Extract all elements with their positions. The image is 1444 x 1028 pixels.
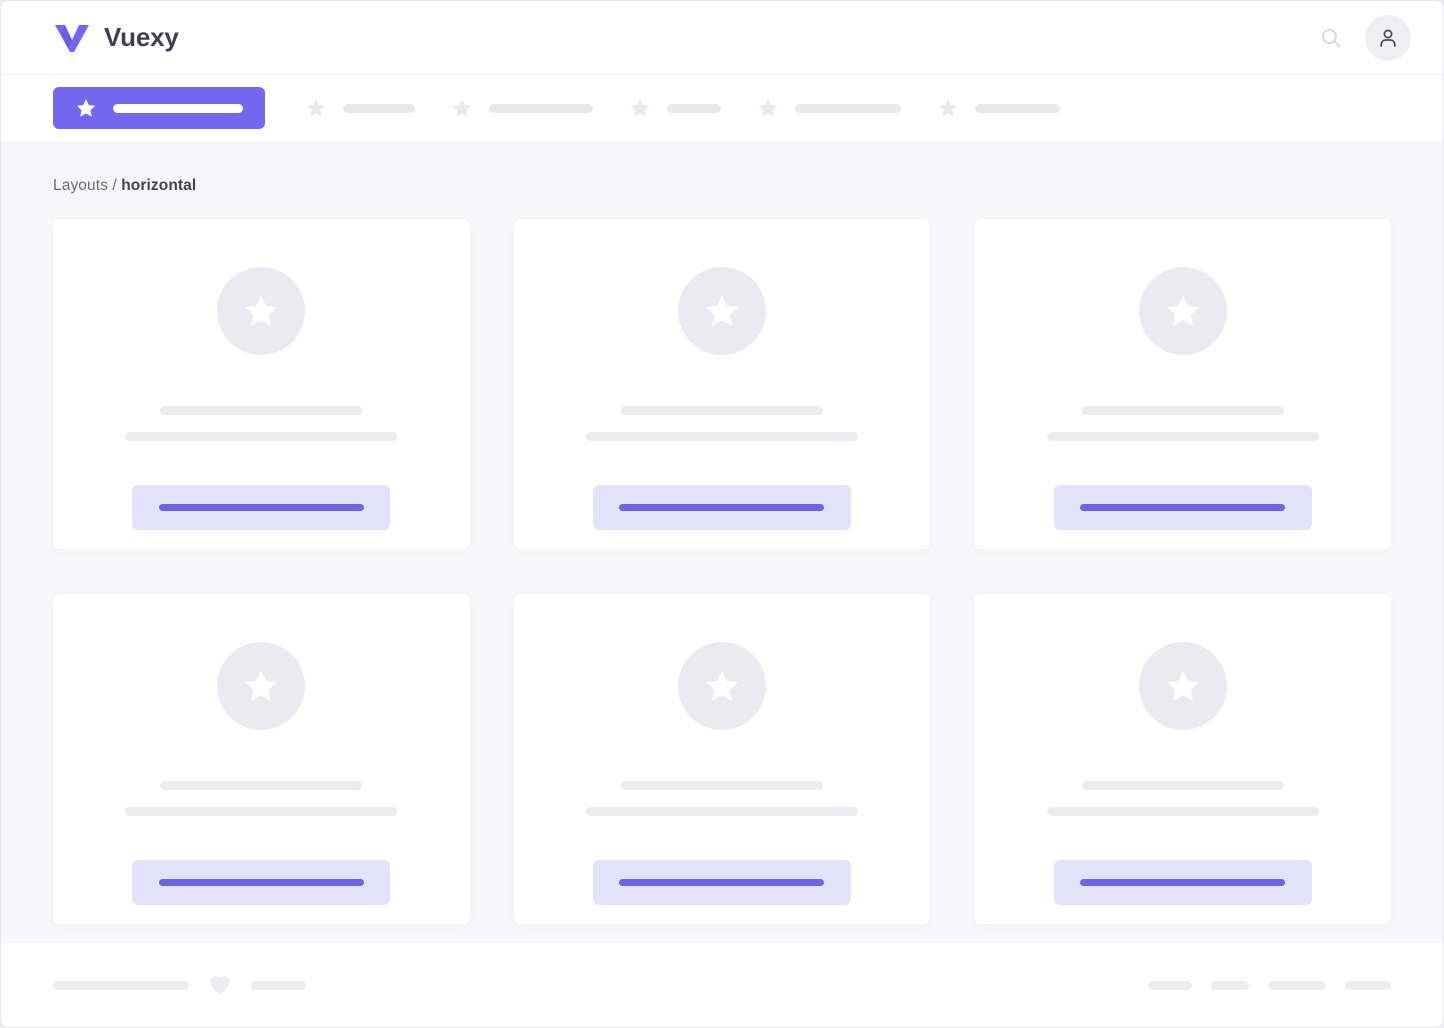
footer-link-placeholder[interactable] bbox=[1148, 980, 1192, 990]
card-avatar bbox=[677, 642, 766, 730]
nav-item-5[interactable] bbox=[919, 87, 1078, 129]
nav-item-label-placeholder bbox=[975, 103, 1060, 113]
content-area: Layouts / horizontal bbox=[1, 141, 1443, 943]
footer-left bbox=[53, 975, 306, 995]
card-avatar bbox=[677, 267, 766, 355]
card-button-label-placeholder bbox=[1080, 879, 1286, 886]
brand-name: Vuexy bbox=[104, 22, 179, 52]
breadcrumb-current: horizontal bbox=[121, 177, 197, 194]
nav-item-1[interactable] bbox=[287, 87, 433, 129]
card-action-button[interactable] bbox=[1053, 860, 1312, 905]
star-icon bbox=[937, 97, 959, 119]
star-icon bbox=[757, 97, 779, 119]
card-action-button[interactable] bbox=[592, 485, 851, 530]
card-subtitle-placeholder bbox=[585, 807, 858, 816]
nav-item-label-placeholder bbox=[343, 103, 415, 113]
heart-icon bbox=[209, 975, 231, 995]
card-item bbox=[53, 219, 470, 549]
card-item bbox=[513, 219, 931, 549]
star-icon bbox=[1166, 670, 1199, 701]
card-item bbox=[53, 594, 470, 924]
app-header: Vuexy bbox=[1, 1, 1443, 75]
nav-item-3[interactable] bbox=[611, 87, 739, 129]
star-icon bbox=[75, 97, 97, 119]
main-navbar bbox=[1, 75, 1443, 141]
nav-item-0[interactable] bbox=[53, 87, 265, 129]
footer-link-placeholder[interactable] bbox=[1268, 980, 1326, 990]
card-title-placeholder bbox=[1081, 406, 1284, 415]
card-item bbox=[974, 219, 1391, 549]
nav-item-4[interactable] bbox=[739, 87, 919, 129]
card-action-button[interactable] bbox=[132, 485, 391, 530]
footer-link-placeholder[interactable] bbox=[1345, 980, 1391, 990]
app-footer bbox=[1, 943, 1443, 1027]
nav-item-label-placeholder bbox=[795, 103, 901, 113]
card-avatar bbox=[217, 642, 306, 730]
card-button-label-placeholder bbox=[1080, 504, 1286, 511]
vuexy-v-logo-icon bbox=[53, 22, 91, 54]
star-icon bbox=[451, 97, 473, 119]
brand[interactable]: Vuexy bbox=[53, 22, 179, 54]
search-icon[interactable] bbox=[1319, 26, 1343, 50]
card-title-placeholder bbox=[1081, 781, 1284, 790]
avatar[interactable] bbox=[1365, 14, 1411, 61]
card-item bbox=[974, 594, 1391, 924]
card-title-placeholder bbox=[620, 781, 823, 790]
card-action-button[interactable] bbox=[592, 860, 851, 905]
card-grid bbox=[53, 219, 1391, 924]
breadcrumb-root[interactable]: Layouts bbox=[53, 177, 108, 194]
star-icon bbox=[629, 97, 651, 119]
nav-item-label-placeholder bbox=[489, 103, 593, 113]
card-button-label-placeholder bbox=[619, 504, 825, 511]
footer-text-placeholder-2 bbox=[251, 980, 306, 990]
card-avatar bbox=[1138, 642, 1227, 730]
card-title-placeholder bbox=[160, 781, 363, 790]
card-button-label-placeholder bbox=[619, 879, 825, 886]
star-icon bbox=[305, 97, 327, 119]
nav-item-label-placeholder bbox=[667, 103, 721, 113]
nav-item-2[interactable] bbox=[433, 87, 611, 129]
card-button-label-placeholder bbox=[158, 879, 364, 886]
card-title-placeholder bbox=[620, 406, 823, 415]
header-actions bbox=[1319, 14, 1411, 61]
card-subtitle-placeholder bbox=[585, 432, 858, 441]
card-title-placeholder bbox=[160, 406, 363, 415]
star-icon bbox=[706, 670, 738, 701]
breadcrumb-separator: / bbox=[108, 177, 122, 194]
star-icon bbox=[245, 295, 278, 326]
card-subtitle-placeholder bbox=[1046, 432, 1319, 441]
footer-text-placeholder-1 bbox=[53, 980, 189, 990]
card-subtitle-placeholder bbox=[125, 807, 398, 816]
star-icon bbox=[1166, 295, 1199, 326]
card-subtitle-placeholder bbox=[125, 432, 398, 441]
card-action-button[interactable] bbox=[132, 860, 391, 905]
card-action-button[interactable] bbox=[1053, 485, 1312, 530]
breadcrumb: Layouts / horizontal bbox=[53, 177, 1391, 195]
footer-link-placeholder[interactable] bbox=[1211, 980, 1249, 990]
card-avatar bbox=[217, 267, 306, 355]
card-item bbox=[513, 594, 931, 924]
star-icon bbox=[245, 670, 278, 701]
card-subtitle-placeholder bbox=[1046, 807, 1319, 816]
star-icon bbox=[706, 295, 738, 326]
nav-item-label-placeholder bbox=[113, 103, 243, 113]
card-button-label-placeholder bbox=[158, 504, 364, 511]
card-avatar bbox=[1138, 267, 1227, 355]
footer-right bbox=[1148, 980, 1391, 990]
